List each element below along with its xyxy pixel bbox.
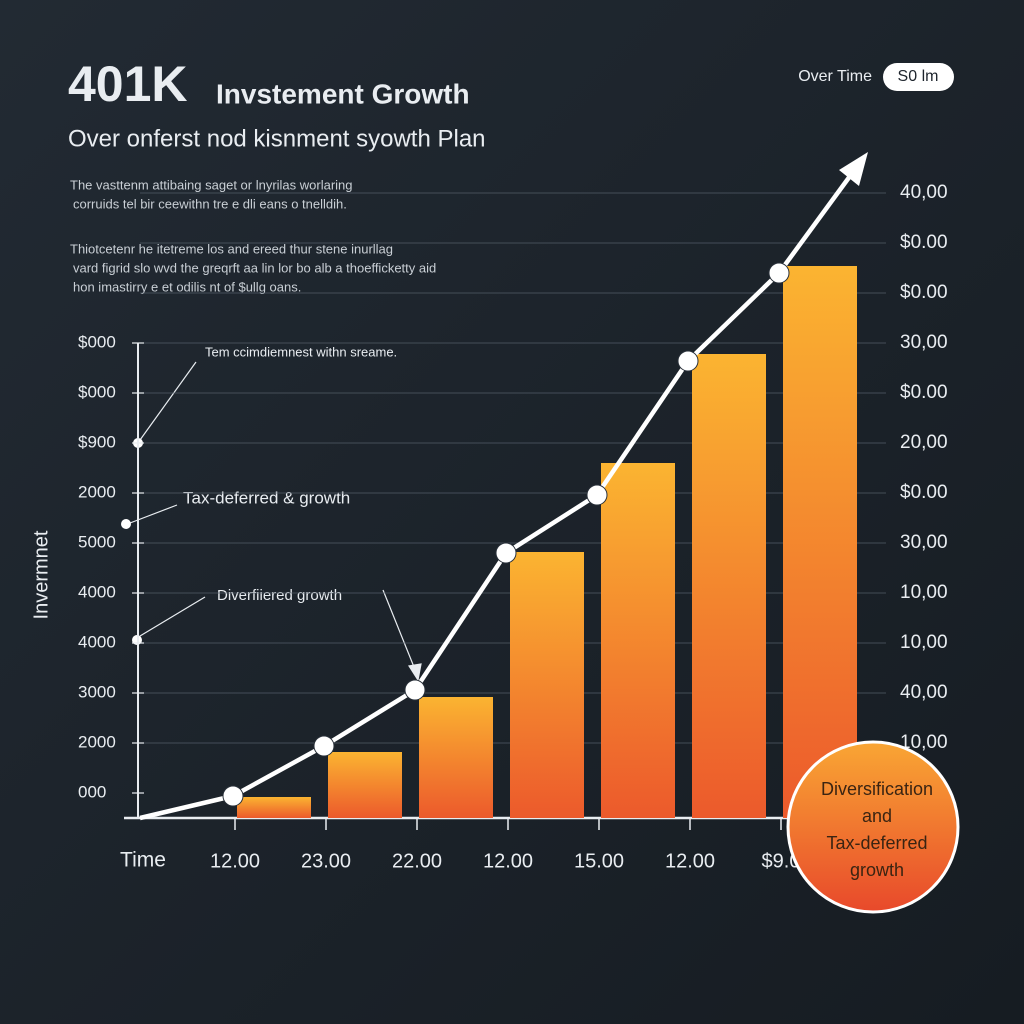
annotation: Diverfiiered growth: [217, 587, 342, 604]
y-tick-label: 2000: [78, 482, 116, 501]
x-axis-label: Time: [120, 849, 166, 872]
y-tick-label: 5000: [78, 532, 116, 551]
bar: [419, 697, 493, 818]
period-pill[interactable]: [883, 63, 954, 91]
line-point: [768, 262, 790, 284]
line-point: [313, 735, 335, 757]
x-tick-label: 12.00: [210, 850, 260, 872]
x-tick-label: 23.00: [301, 850, 351, 872]
y-tick-label: 000: [78, 782, 106, 801]
y-tick-label: 3000: [78, 682, 116, 701]
y2-tick-label: 10,00: [900, 732, 948, 753]
y-tick-label: 2000: [78, 732, 116, 751]
y2-tick-label: $0.00: [900, 232, 948, 253]
trend-arrow-shaft: [777, 170, 855, 275]
line-point: [495, 542, 517, 564]
title-lead: 401K: [68, 56, 188, 112]
x-tick-label: $9.0: [762, 850, 801, 872]
x-tick-label: 15.00: [574, 850, 624, 872]
leader-line: [139, 361, 197, 441]
bar: [510, 552, 584, 818]
annotation-dot: [121, 519, 131, 529]
badge-text: Tax-deferred: [826, 833, 927, 853]
chart-title: Invstement Growth: [216, 78, 470, 109]
y-axis-label: Invermnet: [30, 530, 52, 619]
y2-tick-label: 40,00: [900, 182, 948, 203]
bar: [328, 752, 402, 818]
y2-tick-label: 30,00: [900, 532, 948, 553]
paragraph-line: corruids tel bir ceewithn tre e dli eans…: [73, 196, 347, 211]
bar: [601, 463, 675, 818]
x-tick-label: 22.00: [392, 850, 442, 872]
badge: [786, 740, 960, 914]
line-lead-in: [139, 793, 234, 821]
badge-text: Diversification: [821, 779, 933, 799]
y-tick-label: $000: [78, 332, 116, 351]
paragraph-line: Thiotcetenr he itetreme los and ereed th…: [70, 241, 393, 256]
leader-line: [139, 596, 206, 637]
bar: [692, 354, 766, 818]
bar: [237, 797, 311, 818]
y2-tick-label: 10,00: [900, 632, 948, 653]
y2-tick-label: 20,00: [900, 432, 948, 453]
period-value[interactable]: S0 lm: [898, 68, 939, 85]
paragraph-line: vard figrid slo wvd the greqrft aa lin l…: [73, 260, 436, 275]
y2-tick-label: 10,00: [900, 582, 948, 603]
annotation: Tem ccimdiemnest withn sreame.: [205, 344, 397, 359]
y-tick-label: $000: [78, 382, 116, 401]
y2-tick-label: 30,00: [900, 332, 948, 353]
leader-arrow: [408, 663, 422, 682]
x-tick-label: 12.00: [665, 850, 715, 872]
y-tick-label: $900: [78, 432, 116, 451]
y2-tick-label: $0.00: [900, 382, 948, 403]
bar: [783, 266, 857, 818]
y2-tick-label: 40,00: [900, 682, 948, 703]
badge-text: growth: [850, 860, 904, 880]
line-point: [222, 785, 244, 807]
badge-text: and: [862, 806, 892, 826]
line-point: [586, 484, 608, 506]
period-label: Over Time: [798, 68, 872, 85]
paragraph-line: The vasttenm attibaing saget or lnyrilas…: [70, 177, 353, 192]
y-tick-label: 4000: [78, 632, 116, 651]
trend-arrow-head: [839, 152, 868, 186]
line-point: [404, 679, 426, 701]
y2-tick-label: $0.00: [900, 282, 948, 303]
annotation: Tax-deferred & growth: [183, 488, 350, 507]
y2-tick-label: $0.00: [900, 482, 948, 503]
leader-line: [382, 589, 417, 673]
paragraph-line: hon imastirry e et odilis nt of $ullg oa…: [73, 279, 301, 294]
subtitle: Over onferst nod kisnment syowth Plan: [68, 125, 486, 152]
y-tick-label: 4000: [78, 582, 116, 601]
x-tick-label: 12.00: [483, 850, 533, 872]
line-point: [677, 350, 699, 372]
